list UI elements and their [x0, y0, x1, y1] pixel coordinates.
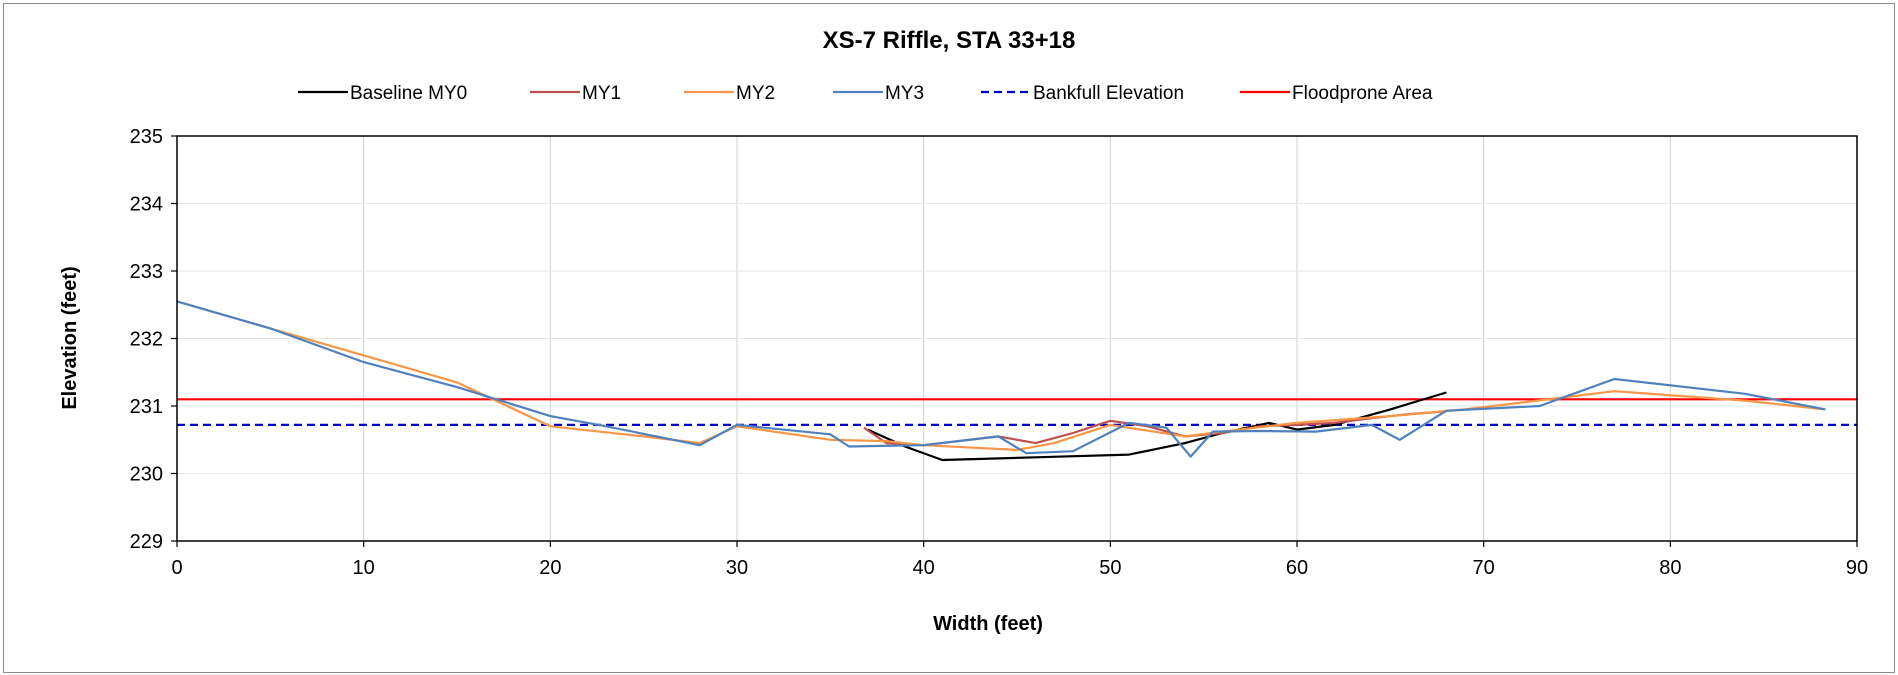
- y-tick-label: 232: [130, 329, 163, 351]
- legend-label: Baseline MY0: [350, 83, 467, 104]
- x-tick-label: 10: [353, 557, 375, 579]
- legend-item-my1: MY1: [530, 83, 621, 104]
- y-tick-label: 235: [130, 126, 163, 148]
- y-tick-label: 230: [130, 464, 163, 486]
- legend-item-baseline-my0: Baseline MY0: [298, 83, 467, 104]
- x-tick-label: 50: [1099, 557, 1121, 579]
- y-tick-label: 233: [130, 261, 163, 283]
- legend-label: Bankfull Elevation: [1033, 83, 1184, 104]
- x-tick-label: 40: [913, 557, 935, 579]
- x-axis: 0 10 20 30 40 50 60 70 80 90: [171, 541, 1868, 579]
- series-layer: [176, 300, 1857, 462]
- series-line-my2: [176, 300, 1826, 451]
- x-tick-label: 30: [726, 557, 748, 579]
- legend-item-bankfull-elevation: Bankfull Elevation: [981, 83, 1184, 104]
- y-tick-label: 234: [130, 194, 163, 216]
- series-line-my3: [176, 300, 1826, 458]
- grid: [177, 135, 1857, 542]
- x-axis-title: Width (feet): [933, 613, 1043, 635]
- legend-label: MY2: [736, 83, 775, 104]
- x-tick-label: 70: [1473, 557, 1495, 579]
- legend-label: MY1: [582, 83, 621, 104]
- x-tick-label: 60: [1286, 557, 1308, 579]
- chart-title: XS-7 Riffle, STA 33+18: [823, 27, 1076, 54]
- x-tick-label: 20: [539, 557, 561, 579]
- y-tick-label: 229: [130, 531, 163, 553]
- legend-item-my3: MY3: [833, 83, 924, 104]
- legend-item-floodprone-area: Floodprone Area: [1240, 83, 1433, 104]
- x-tick-label: 0: [171, 557, 182, 579]
- y-tick-label: 231: [130, 396, 163, 418]
- y-axis-title: Elevation (feet): [59, 266, 81, 409]
- legend-label: Floodprone Area: [1292, 83, 1433, 104]
- legend-item-my2: MY2: [684, 83, 775, 104]
- legend: Baseline MY0 MY1 MY2 MY3 Bankfull Elevation F…: [298, 83, 1433, 104]
- series-line-my1: [863, 410, 1447, 447]
- legend-label: MY3: [885, 83, 924, 104]
- x-tick-label: 90: [1846, 557, 1868, 579]
- x-tick-label: 80: [1659, 557, 1681, 579]
- y-axis: 229 230 231 232 233 234 235: [130, 126, 177, 553]
